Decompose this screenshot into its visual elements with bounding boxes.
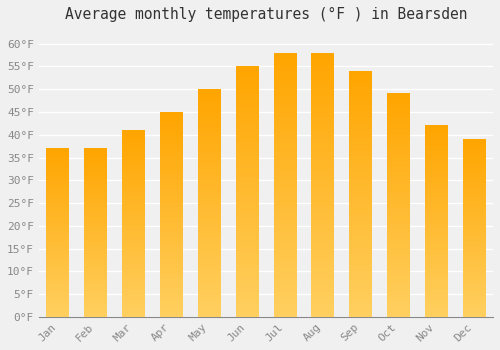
Title: Average monthly temperatures (°F ) in Bearsden: Average monthly temperatures (°F ) in Be… [64,7,467,22]
